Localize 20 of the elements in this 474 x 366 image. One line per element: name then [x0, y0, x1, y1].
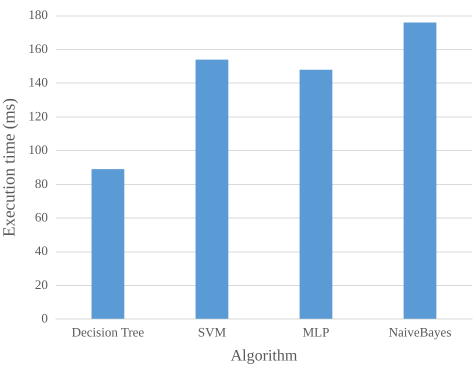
y-tick-label: 80	[34, 176, 48, 191]
y-tick-label: 140	[28, 74, 48, 90]
x-tick-label: MLP	[302, 324, 330, 340]
y-tick-label: 180	[28, 7, 48, 22]
x-axis-title: Algorithm	[230, 348, 298, 365]
y-axis-title: Execution time (ms)	[0, 98, 19, 237]
y-tick-label: 0	[41, 310, 48, 326]
y-tick-label: 20	[34, 276, 48, 292]
x-tick-label: Decision Tree	[72, 324, 144, 340]
bar	[300, 70, 332, 319]
y-tick-label: 60	[34, 209, 48, 224]
x-tick-label: NaiveBayes	[388, 324, 452, 340]
y-tick-label: 160	[28, 40, 48, 56]
y-tick-label: 100	[28, 142, 48, 158]
y-tick-label: 120	[28, 108, 48, 124]
bar	[404, 22, 436, 319]
x-tick-label: SVM	[198, 324, 226, 340]
bar	[196, 60, 228, 319]
bar	[92, 169, 124, 319]
y-tick-label: 40	[34, 243, 48, 258]
